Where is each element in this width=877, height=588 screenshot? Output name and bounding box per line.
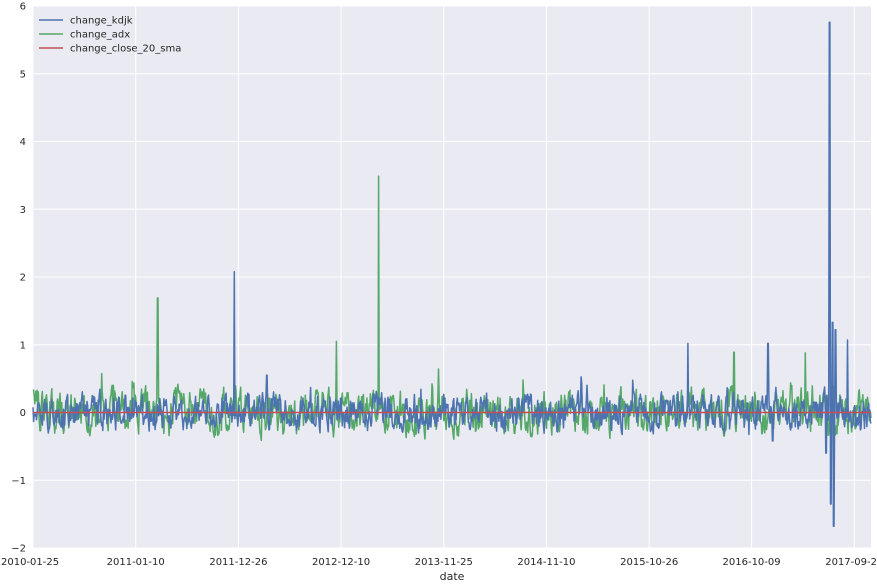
x-axis-title: date [440,570,465,583]
legend-label: change_kdjk [70,16,133,27]
x-tick-label: 2012-12-10 [312,557,370,568]
x-tick-label: 2014-11-10 [517,557,575,568]
series-line-change-adx [32,175,872,442]
legend-label: change_adx [70,30,130,41]
y-tick-label: 4 [20,137,26,148]
series-line-change-kdjk [32,21,872,528]
x-tick-label: 2011-01-10 [107,557,165,568]
x-tick-label: 2010-01-25 [1,557,59,568]
y-tick-label: 5 [20,69,26,80]
x-tick-label: 2013-11-25 [415,557,473,568]
legend: change_kdjk change_adx change_close_20_sma [39,16,181,55]
legend-label: change_close_20_sma [70,44,181,55]
y-tick-label: 0 [20,408,26,419]
y-tick-label: 1 [20,340,26,351]
series-lines [32,21,872,528]
x-tick-label: 2016-10-09 [723,557,781,568]
x-tick-label: 2015-10-26 [620,557,678,568]
y-tick-label: 6 [20,2,26,13]
x-tick-label: 2017-09-24 [825,557,877,568]
y-axis-ticks: −2 −1 0 1 2 3 4 5 6 [11,2,26,555]
y-tick-label: −2 [11,544,26,555]
y-tick-label: 3 [20,205,26,216]
x-tick-label: 2011-12-26 [209,557,267,568]
y-tick-label: −1 [11,476,26,487]
y-tick-label: 2 [20,273,26,284]
x-axis-ticks: 2010-01-25 2011-01-10 2011-12-26 2012-12-10… [1,557,877,568]
